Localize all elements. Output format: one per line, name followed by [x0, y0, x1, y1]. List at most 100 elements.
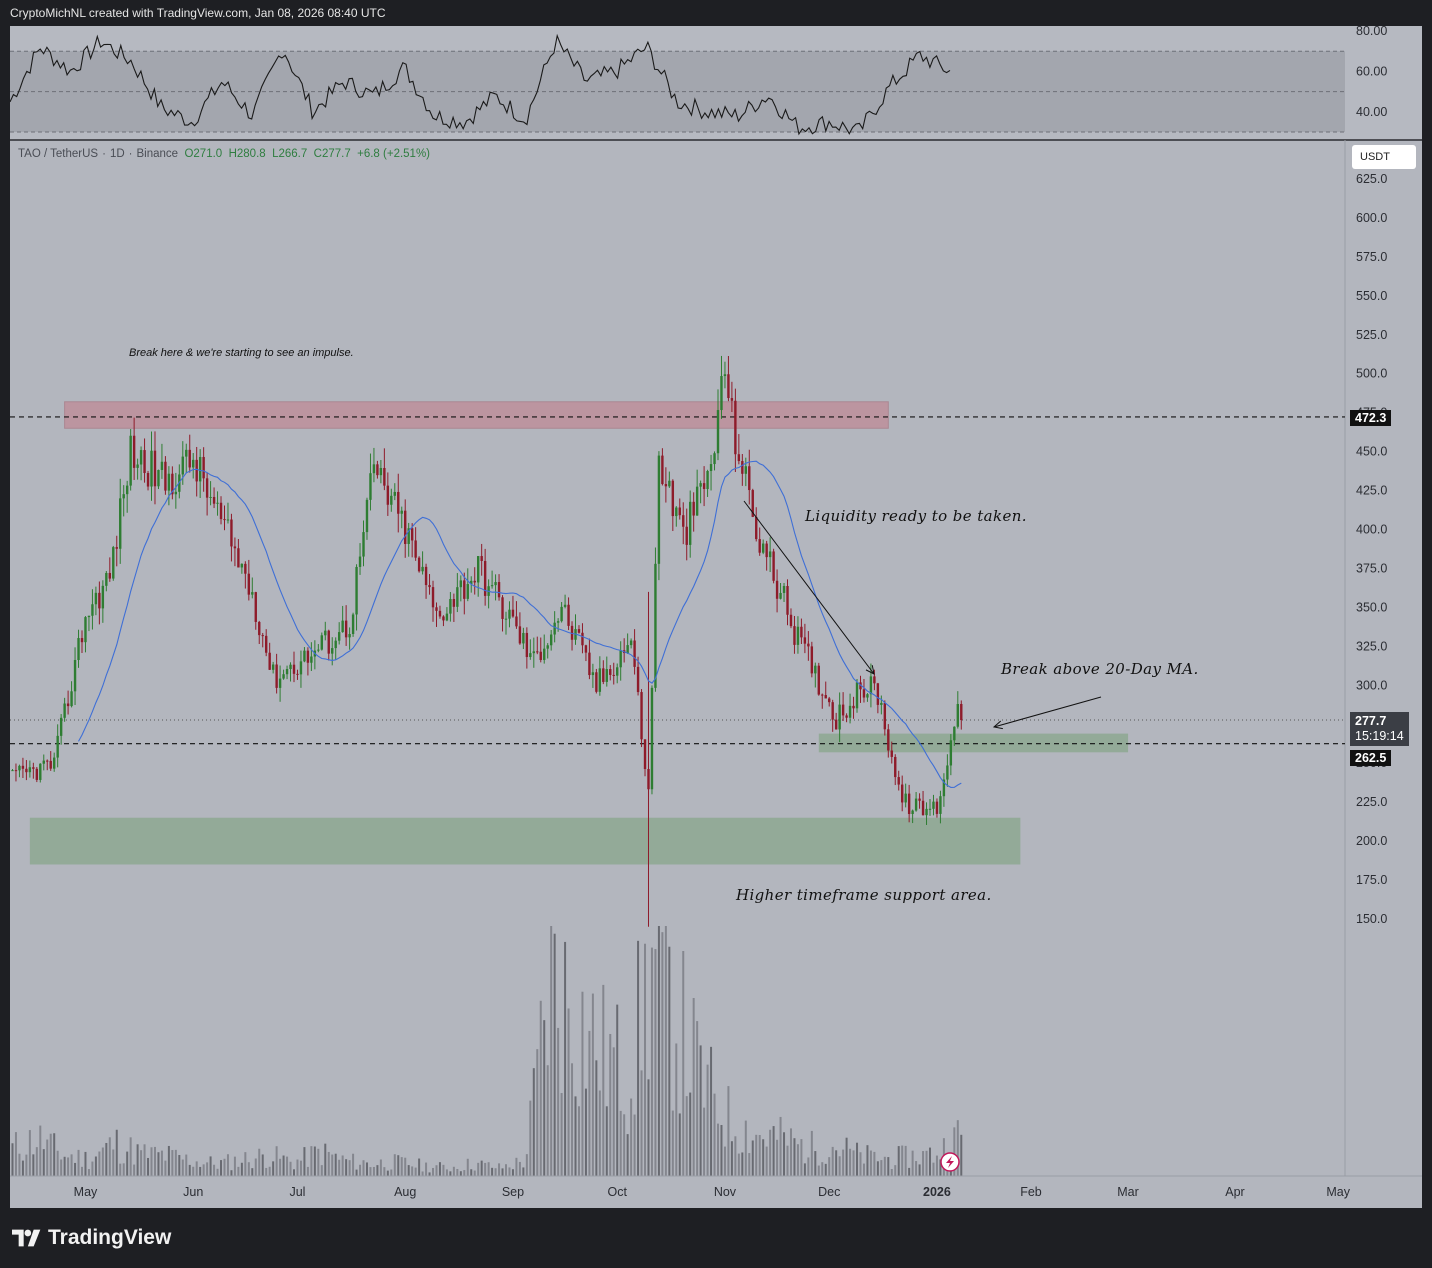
candle-body [855, 682, 859, 709]
price-tick-label: 225.0 [1356, 795, 1387, 809]
candle-body [66, 703, 70, 707]
candle-body [417, 557, 421, 572]
volume-bar [449, 1171, 452, 1176]
volume-bar [206, 1162, 209, 1176]
volume-bar [883, 1156, 886, 1176]
ma-break-zone [818, 733, 1129, 753]
chart-frame[interactable]: 40.0060.0080.00150.0175.0200.0225.0250.0… [10, 26, 1422, 1208]
legend-symbol[interactable]: TAO / TetherUS [18, 148, 99, 160]
volume-bar [856, 1142, 859, 1176]
price-tick-label: 300.0 [1356, 678, 1387, 692]
time-tick-label: Mar [1117, 1185, 1139, 1199]
candle-body [685, 526, 688, 545]
volume-bar [612, 1047, 615, 1176]
volume-bar [876, 1161, 879, 1176]
candle-body [341, 620, 344, 633]
volume-bar [713, 1093, 716, 1176]
volume-bar [459, 1171, 462, 1176]
currency-button[interactable]: USDT [1352, 145, 1416, 169]
volume-bar [748, 1153, 751, 1176]
candle-body [713, 453, 716, 465]
volume-bar [397, 1155, 400, 1176]
tradingview-brand: TradingView [48, 1226, 172, 1249]
volume-bar [265, 1167, 268, 1176]
candle-body [268, 652, 271, 670]
candle-body [539, 651, 542, 660]
candle-body [376, 464, 379, 476]
volume-bar [553, 933, 556, 1176]
annotation-ma-break[interactable]: Break above 20-Day MA. [1001, 660, 1199, 678]
legend-interval[interactable]: 1D [109, 148, 125, 160]
candle-body [390, 495, 393, 505]
annotation-impulse[interactable]: Break here & we're starting to see an im… [129, 347, 354, 359]
candle-body [459, 580, 463, 588]
time-tick-label: Jun [183, 1185, 203, 1199]
volume-bar [637, 940, 640, 1176]
volume-bar [463, 1170, 466, 1176]
candle-body [706, 471, 709, 490]
volume-bar [803, 1163, 806, 1176]
annotation-support[interactable]: Higher timeframe support area. [736, 886, 992, 904]
volume-bar [810, 1130, 813, 1176]
candle-body [862, 689, 866, 698]
candle-body [661, 455, 664, 485]
candle-body [942, 779, 946, 797]
volume-bar [445, 1169, 448, 1176]
tradingview-logo[interactable]: TradingView [12, 1226, 171, 1250]
candle-body [435, 607, 438, 611]
last-price-tag: 277.7 15:19:14 [1350, 712, 1409, 746]
candle-body [91, 604, 94, 616]
chart-canvas[interactable]: 40.0060.0080.00150.0175.0200.0225.0250.0… [10, 26, 1422, 1208]
candle-body [442, 616, 445, 621]
candle-body [588, 652, 591, 676]
volume-bar [769, 1129, 772, 1176]
volume-bar [299, 1160, 302, 1176]
candle-body [11, 770, 14, 772]
candle-body [261, 635, 264, 637]
volume-bar [310, 1146, 313, 1176]
candle-body [317, 649, 320, 651]
volume-bar [237, 1166, 240, 1176]
volume-bar [77, 1149, 80, 1176]
volume-bar [164, 1160, 167, 1176]
price-tick-label: 400.0 [1356, 523, 1387, 537]
candle-body [101, 585, 105, 609]
candle-body [247, 573, 251, 595]
candle-body [734, 400, 737, 455]
volume-bar [567, 1008, 570, 1176]
volume-bar [762, 1139, 765, 1176]
volume-bar [800, 1139, 803, 1176]
candle-body [84, 617, 87, 643]
annotation-liquidity[interactable]: Liquidity ready to be taken. [805, 507, 1027, 525]
candle-body [404, 510, 407, 544]
volume-bar [425, 1162, 428, 1176]
candle-body [219, 502, 223, 520]
volume-bar [244, 1152, 247, 1176]
volume-bar [18, 1153, 21, 1176]
candle-body [650, 687, 654, 790]
price-tick-label: 325.0 [1356, 639, 1387, 653]
volume-bar [21, 1160, 24, 1176]
candle-body [233, 546, 237, 549]
volume-bar [293, 1169, 295, 1176]
volume-bar [306, 1166, 309, 1176]
candle-body [501, 597, 504, 619]
candle-body [616, 667, 619, 676]
volume-bar [60, 1159, 63, 1176]
candle-body [483, 560, 487, 596]
candle-body [285, 669, 289, 675]
candle-body [94, 592, 98, 605]
volume-bar [400, 1157, 403, 1176]
candle-body [577, 629, 581, 633]
volume-bar [213, 1164, 216, 1176]
volume-bar [233, 1156, 236, 1176]
candle-body [32, 767, 35, 769]
candle-body [720, 376, 723, 411]
candle-body [344, 620, 348, 638]
candle-body [668, 480, 671, 487]
candle-body [869, 676, 873, 695]
candle-body [303, 650, 306, 662]
volume-bar [838, 1156, 841, 1176]
candle-body [633, 640, 636, 667]
candle-body [900, 784, 904, 803]
